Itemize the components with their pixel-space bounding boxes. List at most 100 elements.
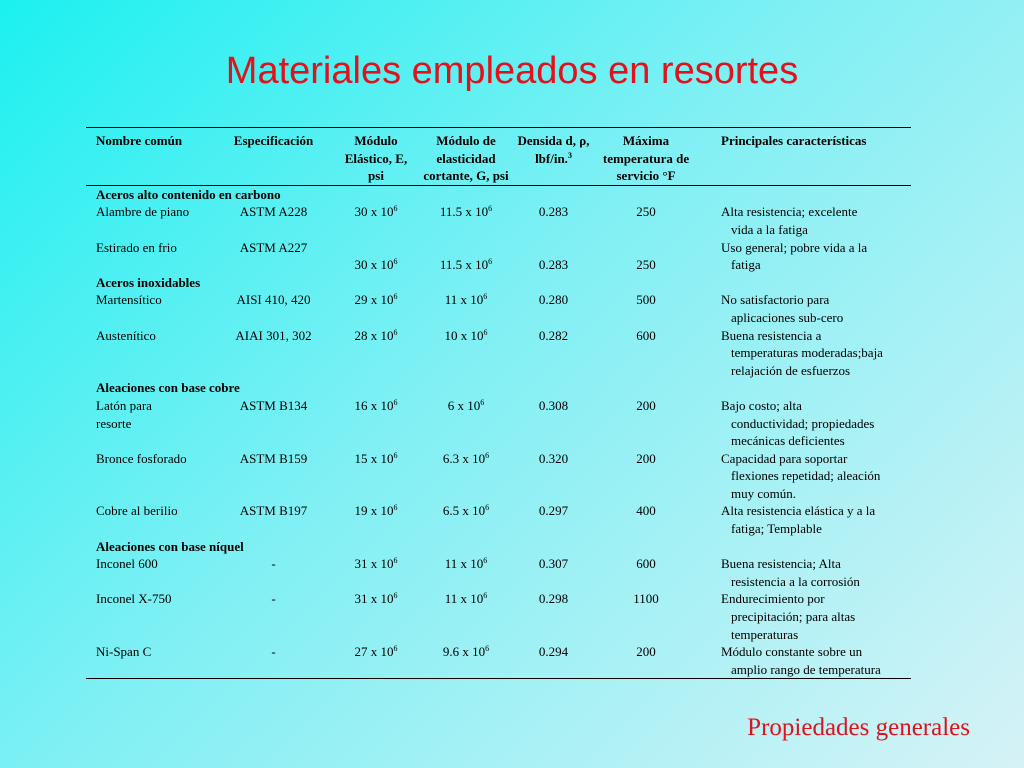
desc-line: vida a la fatiga: [731, 221, 808, 237]
desc-line: mecánicas deficientes: [731, 433, 845, 449]
cell-spec: -: [271, 556, 276, 572]
cell-nombre: Cobre al berilio: [96, 503, 178, 519]
desc-line: Buena resistencia; Alta: [721, 556, 841, 572]
cell-g-text: 6.3 x 10: [442, 450, 486, 466]
cell-spec: -: [271, 644, 276, 660]
cell-g-exp: 6: [483, 327, 488, 337]
table-row: Martensítico AISI 410, 420 29 x 106 11 x…: [86, 291, 911, 326]
cell-nombre: Inconel X-750: [96, 591, 172, 607]
table-header: Nombre común Especificación Módulo Elást…: [86, 128, 911, 186]
desc-line: temperaturas: [731, 626, 799, 642]
cell-modulo-g: 11 x 106: [416, 590, 516, 643]
desc-line: temperaturas moderadas;baja: [731, 345, 883, 361]
header-nombre: Nombre común: [96, 133, 183, 148]
cell-e-text: 31 x 10: [354, 591, 394, 607]
cell-modulo-e: 16 x 106: [336, 397, 416, 450]
table-row: Ni-Span C - 27 x 106 9.6 x 106 0.294 200…: [86, 643, 911, 678]
cell-densidad: 0.308: [538, 397, 569, 413]
header-densidad: Densida d, ρ, lbf/in.3: [516, 132, 591, 185]
cell-modulo-g: 11 x 106: [416, 555, 516, 590]
desc-line: flexiones repetidad; aleación: [731, 468, 881, 484]
cell-caracteristicas: Capacidad para soportar flexiones repetid…: [701, 450, 911, 503]
cell-caracteristicas: Buena resistencia a temperaturas moderada…: [701, 327, 911, 380]
desc-line: resistencia a la corrosión: [731, 573, 860, 589]
cell-temperatura: 250: [636, 257, 656, 273]
cell-e-text: 30 x 10: [354, 204, 394, 220]
desc-line: Endurecimiento por: [721, 591, 825, 607]
cell-spec: ASTM B159: [239, 450, 308, 466]
cell-spec: ASTM A228: [239, 204, 308, 220]
cell-e-exp: 6: [393, 257, 398, 267]
cell-spec: -: [271, 591, 276, 607]
cell-spec: ASTM A227: [239, 239, 308, 255]
cell-modulo-e: 30 x 106: [336, 239, 416, 274]
cell-temperatura: 400: [636, 503, 656, 519]
cell-e-text: 29 x 10: [354, 292, 394, 308]
cell-nombre: Inconel 600: [96, 556, 158, 572]
table-row: Inconel X-750 - 31 x 106 11 x 106 0.298 …: [86, 590, 911, 643]
cell-e-text: 31 x 10: [354, 556, 394, 572]
group-heading: Aleaciones con base níquel: [96, 538, 244, 554]
cell-modulo-g: 6 x 106: [416, 397, 516, 450]
header-modulo-elastico: Módulo Elástico, E, psi: [344, 133, 408, 184]
desc-line: Módulo constante sobre un: [721, 644, 863, 660]
cell-e-exp: 6: [393, 204, 398, 214]
table-row: Bronce fosforado ASTM B159 15 x 106 6.3 …: [86, 450, 911, 503]
header-modulo-cortante: Módulo de elasticidad cortante, G, psi: [423, 133, 509, 184]
cell-modulo-g: 11.5 x 106: [416, 239, 516, 274]
desc-line: Capacidad para soportar: [721, 450, 848, 466]
group-heading: Aceros alto contenido en carbono: [96, 186, 281, 202]
desc-line: aplicaciones sub-cero: [731, 309, 844, 325]
group-heading: Aleaciones con base cobre: [96, 380, 240, 396]
cell-e-text: 27 x 10: [354, 644, 394, 660]
cell-temperatura: 600: [636, 556, 656, 572]
desc-line: Bajo costo; alta: [721, 397, 802, 413]
cell-e-exp: 6: [393, 556, 398, 566]
cell-nombre: Latón para resorte: [86, 397, 211, 450]
cell-modulo-g: 6.5 x 106: [416, 502, 516, 537]
cell-caracteristicas: Alta resistencia; excelente vida a la fat…: [701, 203, 911, 238]
header-caracteristicas: Principales características: [721, 133, 867, 148]
cell-e-exp: 6: [393, 503, 398, 513]
cell-e-exp: 6: [393, 292, 398, 302]
cell-modulo-e: 30 x 106: [336, 203, 416, 238]
cell-e-exp: 6: [393, 327, 398, 337]
cell-g-exp: 6: [485, 450, 490, 460]
cell-g-exp: 6: [480, 397, 485, 407]
cell-e-exp: 6: [393, 644, 398, 654]
cell-spec: ASTM B134: [239, 397, 308, 413]
cell-g-text: 11 x 10: [444, 556, 484, 572]
cell-densidad: 0.294: [538, 644, 569, 660]
cell-modulo-g: 11.5 x 106: [416, 203, 516, 238]
table-row: Alambre de piano ASTM A228 30 x 106 11.5…: [86, 203, 911, 238]
cell-e-text: 15 x 10: [354, 450, 394, 466]
cell-densidad: 0.283: [538, 257, 569, 273]
cell-nombre-line: resorte: [96, 415, 132, 431]
desc-line: Alta resistencia; excelente: [721, 204, 858, 220]
cell-g-exp: 6: [488, 204, 493, 214]
desc-line: muy común.: [731, 485, 796, 501]
cell-g-exp: 6: [483, 591, 488, 601]
cell-e-exp: 6: [393, 397, 398, 407]
cell-g-text: 6 x 10: [447, 397, 481, 413]
cell-g-text: 6.5 x 10: [442, 503, 486, 519]
cell-nombre: Alambre de piano: [96, 204, 190, 220]
cell-temperatura: 500: [636, 292, 656, 308]
cell-nombre: Martensítico: [96, 292, 162, 308]
cell-g-text: 9.6 x 10: [442, 644, 486, 660]
cell-densidad: 0.280: [538, 292, 569, 308]
cell-g-text: 11.5 x 10: [439, 257, 489, 273]
cell-densidad: 0.320: [538, 450, 569, 466]
header-densidad-exp: 3: [567, 150, 572, 160]
cell-nombre: Estirado en frio: [96, 239, 177, 255]
cell-temperatura: 1100: [633, 591, 659, 607]
cell-g-exp: 6: [488, 257, 493, 267]
cell-e-exp: 6: [393, 450, 398, 460]
desc-line: Uso general; pobre vida a la: [721, 239, 868, 255]
desc-line: Alta resistencia elástica y a la: [721, 503, 876, 519]
materials-table: Nombre común Especificación Módulo Elást…: [86, 127, 911, 680]
cell-densidad: 0.298: [538, 591, 569, 607]
cell-densidad: 0.283: [538, 204, 569, 220]
cell-caracteristicas: Endurecimiento por precipitación; para al…: [701, 590, 911, 643]
cell-temperatura: 250: [636, 204, 656, 220]
